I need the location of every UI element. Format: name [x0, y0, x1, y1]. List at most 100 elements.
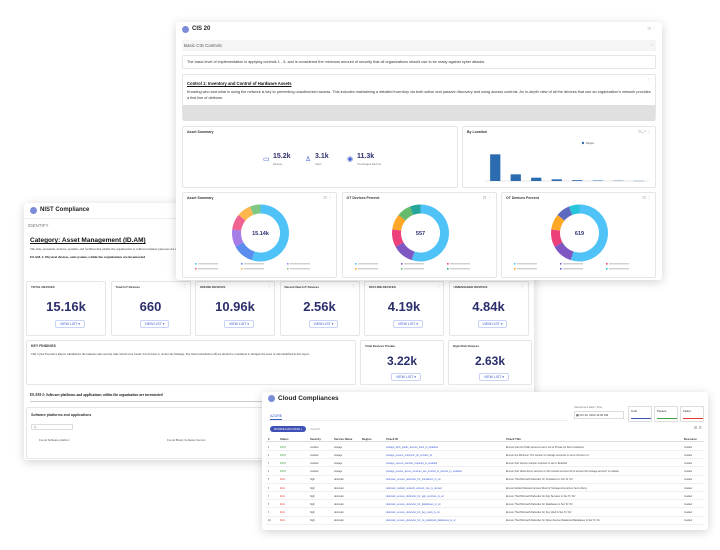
table-row[interactable]: 3 PASS medium storage storage_secure_transfe…: [266, 459, 704, 468]
assessment-range[interactable]: Assessment Date / Time ▦ Oct 20, 2023 12…: [574, 406, 624, 420]
location-bar[interactable]: [592, 180, 603, 182]
chart-tools-icon[interactable]: ⊡ ⋮: [642, 195, 651, 200]
kebab-icon[interactable]: ⋮: [521, 284, 525, 288]
view-list-button[interactable]: VIEW LIST ▾: [55, 320, 85, 328]
donut-slice[interactable]: [238, 206, 254, 221]
table-cell: 9: [268, 511, 270, 515]
column-header[interactable]: Service Name: [334, 436, 353, 441]
table-row[interactable]: 8 FAIL high defender defender_ensure_defende…: [266, 500, 704, 509]
status-card[interactable]: Passed: [654, 406, 678, 422]
view-list-button[interactable]: VIEW LIST ▾: [393, 320, 423, 328]
chart-tools-icon[interactable]: ⊡ ⤢ ⋮: [638, 129, 651, 134]
asset-stat-label: Users: [315, 163, 322, 166]
cis-header-icons[interactable]: ⊡ ⋮: [647, 26, 656, 31]
kebab-icon[interactable]: ⋮: [98, 284, 103, 288]
table-cell: Ensure the Minimum TLS version for stora…: [506, 453, 589, 457]
chevron-down-icon: ▾: [246, 322, 249, 326]
column-header[interactable]: #: [268, 436, 270, 441]
table-row[interactable]: 10 FAIL high defender defender_ensure_defend…: [266, 517, 704, 525]
table-row[interactable]: 4 PASS medium storage storage_ensure_azure_s…: [266, 468, 704, 476]
kebab-icon[interactable]: ⋮: [183, 284, 187, 288]
kebab-icon[interactable]: ⋮: [436, 284, 441, 288]
donut-slice[interactable]: [232, 229, 244, 247]
donut-slice[interactable]: [250, 204, 261, 215]
table-row[interactable]: 1 PASS medium storage storage_blob_public_ac…: [266, 443, 704, 451]
status-card-label: Total: [631, 409, 637, 413]
column-header[interactable]: Check Title: [506, 436, 521, 441]
download-data-label: DOWNLOAD DATA: [274, 427, 300, 431]
table-cell: Ensure That Microsoft Defender for App S…: [506, 494, 576, 498]
view-list-button[interactable]: VIEW LIST ▾: [308, 320, 339, 328]
metric-tile: UNMANAGED DEVICES ⋮ 4.84k VIEW LIST ▾: [448, 281, 529, 336]
donut-slice[interactable]: [398, 206, 414, 221]
table-cell: modest: [684, 502, 693, 506]
donut-slice[interactable]: [232, 214, 246, 231]
donut-slice[interactable]: [557, 206, 573, 221]
donut-slice[interactable]: [569, 204, 580, 215]
table-cell: 10: [268, 519, 271, 523]
donut-center-value: 619: [575, 231, 584, 237]
table-toolbar-icons[interactable]: ⊞ ☰: [693, 425, 702, 430]
nist-subtitle: IDENTIFY: [28, 223, 49, 228]
kebab-icon[interactable]: ⋮: [647, 77, 651, 82]
donut-slice[interactable]: [570, 204, 608, 262]
monitor-icon: ▭: [263, 156, 270, 163]
status-card[interactable]: Total: [628, 406, 652, 422]
chevron-icon[interactable]: ›: [651, 42, 653, 47]
donut-title: Asset Summary: [187, 196, 214, 200]
cloud-tab[interactable]: AZURE: [270, 414, 283, 420]
legend-text-placeholder: [563, 268, 583, 270]
kebab-icon[interactable]: ⋮: [352, 284, 356, 288]
view-list-button[interactable]: VIEW LIST ▾: [224, 320, 254, 328]
donut-slice[interactable]: [251, 204, 289, 262]
column-header[interactable]: Status: [280, 436, 289, 441]
metric-tile: Recent New IoT Devices ⋮ 2.56k VIEW LIST ▾: [279, 281, 360, 336]
chevron-down-icon: ▾: [499, 322, 503, 326]
cloud-search[interactable]: ⌕ Search: [308, 426, 570, 432]
legend-text-placeholder: [198, 268, 218, 270]
table-row[interactable]: 7 FAIL high defender defender_ensure_defende…: [266, 492, 704, 501]
view-list-button[interactable]: VIEW LIST ▾: [139, 320, 170, 328]
column-header[interactable]: Resource: [684, 436, 697, 441]
table-cell: high: [310, 486, 315, 490]
location-bar[interactable]: [572, 180, 583, 181]
location-bar[interactable]: [510, 174, 521, 181]
column-header[interactable]: Check ID: [386, 436, 398, 441]
column-header[interactable]: Severity: [310, 436, 321, 441]
table-row[interactable]: 2 PASS medium storage storage_ensure_minimum…: [266, 451, 704, 460]
software-search[interactable]: Q: [31, 424, 73, 430]
asset-stat-value: 15.2k: [273, 153, 291, 160]
table-cell: defender: [334, 478, 344, 482]
location-bar[interactable]: [551, 179, 562, 181]
donut-slice[interactable]: [551, 229, 563, 247]
donut-slice[interactable]: [391, 229, 404, 247]
donut-slice[interactable]: [551, 214, 565, 231]
kebab-icon[interactable]: ⋮: [267, 284, 272, 288]
table-cell: defender_ensure_defender_for_databases_i…: [386, 502, 441, 506]
legend-swatch: [606, 263, 608, 265]
donut-slice[interactable]: [411, 204, 449, 262]
view-list-button[interactable]: VIEW LIST ▾: [477, 320, 508, 328]
donut-slice[interactable]: [395, 242, 415, 261]
download-data-button[interactable]: DOWNLOAD DATA ⤓: [270, 426, 307, 432]
location-bar[interactable]: [490, 154, 501, 181]
table-row[interactable]: 9 FAIL high defender defender_ensure_defende…: [266, 509, 704, 517]
column-header[interactable]: Region: [362, 436, 372, 441]
donut-slice[interactable]: [391, 214, 406, 231]
chart-tools-icon[interactable]: ⊡ ⋮: [483, 195, 492, 200]
table-cell: modest: [684, 511, 693, 515]
table-row[interactable]: 5 FAIL high defender defender_ensure_defende…: [266, 476, 704, 484]
donut-slice[interactable]: [235, 242, 255, 261]
chart-tools-icon[interactable]: ⊡ ⋮: [323, 195, 332, 200]
donut-slice[interactable]: [554, 242, 574, 261]
cloud-compliances-window: Cloud Compliances AZURE DOWNLOAD DATA ⤓ …: [262, 392, 708, 530]
status-card[interactable]: Failed: [680, 406, 704, 422]
view-list-button[interactable]: VIEW LIST ▾: [479, 373, 509, 381]
chevron-down-icon: ▾: [161, 322, 165, 326]
view-list-button[interactable]: VIEW LIST ▾: [391, 373, 421, 381]
nist-item2: ID.AM-2: Software platforms and applicat…: [30, 393, 163, 397]
location-bar[interactable]: [531, 177, 542, 181]
donut-slice[interactable]: [409, 204, 421, 215]
eye-icon: ◉: [347, 156, 354, 163]
table-row[interactable]: 6 FAIL high defender defender_default_networ…: [266, 484, 704, 492]
